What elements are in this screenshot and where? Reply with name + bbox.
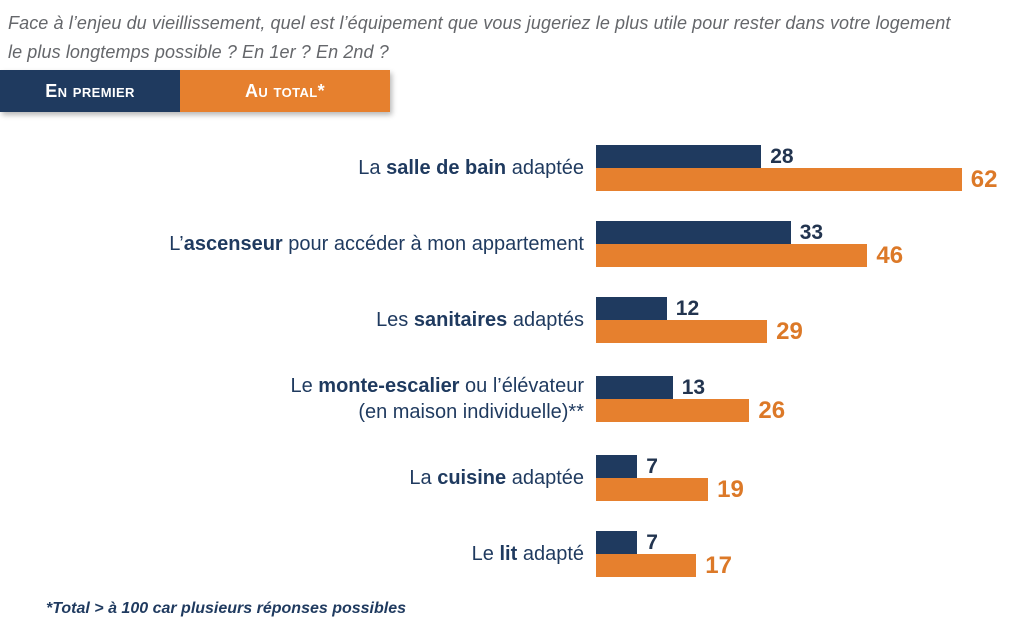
value-premier: 12 (675, 296, 700, 320)
value-premier: 7 (646, 454, 658, 478)
category-label-text: sanitaires (413, 309, 508, 331)
chart-row: La salle de bain adaptée 28 62 (0, 145, 1024, 193)
category-label-text: ascenseur (183, 233, 283, 255)
category-label-text: adaptée (506, 157, 584, 179)
category-label: La cuisine adaptée (0, 465, 584, 491)
category-label-text: Le (471, 543, 500, 565)
category-label-text: La (409, 467, 438, 489)
category-label: Le lit adapté (0, 541, 584, 567)
bar-line-premier: 33 (596, 221, 903, 244)
category-label-text: adaptés (507, 309, 584, 331)
bar-line-total: 29 (596, 317, 803, 345)
chart-row: Le monte-escalier ou l’élévateur (en mais… (0, 373, 1024, 425)
category-label-text: salle de bain (386, 157, 507, 179)
question-title: Face à l’enjeu du vieillissement, quel e… (8, 9, 1018, 67)
value-total: 19 (717, 475, 744, 503)
bar-premier (596, 455, 638, 478)
category-label-text: lit (499, 543, 518, 565)
category-label: L’ascenseur pour accéder à mon apparteme… (0, 231, 584, 257)
chart-row: L’ascenseur pour accéder à mon apparteme… (0, 221, 1024, 269)
bar-premier (596, 531, 638, 554)
bar-total (596, 168, 962, 191)
category-label-text: adaptée (506, 467, 584, 489)
legend: En premier Au total* (0, 70, 390, 112)
chart-row: Le lit adapté 7 17 (0, 531, 1024, 579)
category-label-text: La (358, 157, 387, 179)
bar-premier (596, 145, 762, 168)
bar-premier (596, 221, 791, 244)
category-label-text: adapté (517, 543, 584, 565)
value-total: 62 (970, 165, 998, 193)
question-title-line2: le plus longtemps possible ? En 1er ? En… (8, 42, 389, 62)
bar-line-total: 62 (596, 165, 998, 193)
category-label-line2: (en maison individuelle)** (358, 401, 584, 423)
bar-line-premier: 7 (596, 455, 744, 478)
category-label-text: monte-escalier (318, 375, 460, 397)
bar-group: 7 17 (596, 531, 732, 579)
value-premier: 13 (681, 375, 706, 399)
category-label-text: cuisine (437, 467, 507, 489)
bar-line-total: 26 (596, 396, 786, 424)
category-label-text: ou l’élévateur (459, 375, 584, 397)
question-title-line1: Face à l’enjeu du vieillissement, quel e… (8, 13, 951, 33)
bar-premier (596, 297, 667, 320)
value-premier: 7 (646, 530, 658, 554)
category-label: Les sanitaires adaptés (0, 307, 584, 333)
value-total: 46 (876, 241, 904, 269)
value-premier: 28 (770, 144, 794, 168)
category-label-text: pour accéder à mon appartement (282, 233, 584, 255)
category-label-text: Le (290, 375, 319, 397)
category-label-text: L’ (169, 233, 184, 255)
bar-line-premier: 13 (596, 376, 785, 399)
legend-en-premier: En premier (0, 70, 180, 112)
legend-au-total: Au total* (180, 70, 390, 112)
value-premier: 33 (799, 220, 824, 244)
bar-group: 33 46 (596, 221, 904, 269)
bar-premier (596, 376, 673, 399)
bar-group: 13 26 (596, 376, 786, 424)
bar-line-premier: 28 (596, 145, 998, 168)
bar-group: 7 19 (596, 455, 744, 503)
bar-chart: La salle de bain adaptée 28 62 L’ascenseur … (0, 145, 1024, 579)
bar-total (596, 399, 750, 422)
value-total: 29 (776, 317, 803, 345)
bar-line-premier: 12 (596, 297, 803, 320)
footnote: *Total > à 100 car plusieurs réponses po… (46, 600, 407, 617)
bar-line-premier: 7 (596, 531, 732, 554)
chart-row: Les sanitaires adaptés 12 29 (0, 297, 1024, 345)
bar-total (596, 244, 868, 267)
category-label-text: Les (376, 309, 414, 331)
bar-total (596, 478, 709, 501)
value-total: 17 (705, 551, 732, 579)
bar-total (596, 320, 768, 343)
value-total: 26 (758, 396, 786, 424)
chart-row: La cuisine adaptée 7 19 (0, 455, 1024, 503)
category-label: La salle de bain adaptée (0, 155, 584, 181)
bar-line-total: 17 (596, 551, 732, 579)
bar-total (596, 554, 697, 577)
bar-line-total: 19 (596, 475, 744, 503)
bar-group: 28 62 (596, 145, 998, 193)
bar-group: 12 29 (596, 297, 803, 345)
category-label: Le monte-escalier ou l’élévateur (en mais… (0, 373, 584, 425)
bar-line-total: 46 (596, 241, 904, 269)
